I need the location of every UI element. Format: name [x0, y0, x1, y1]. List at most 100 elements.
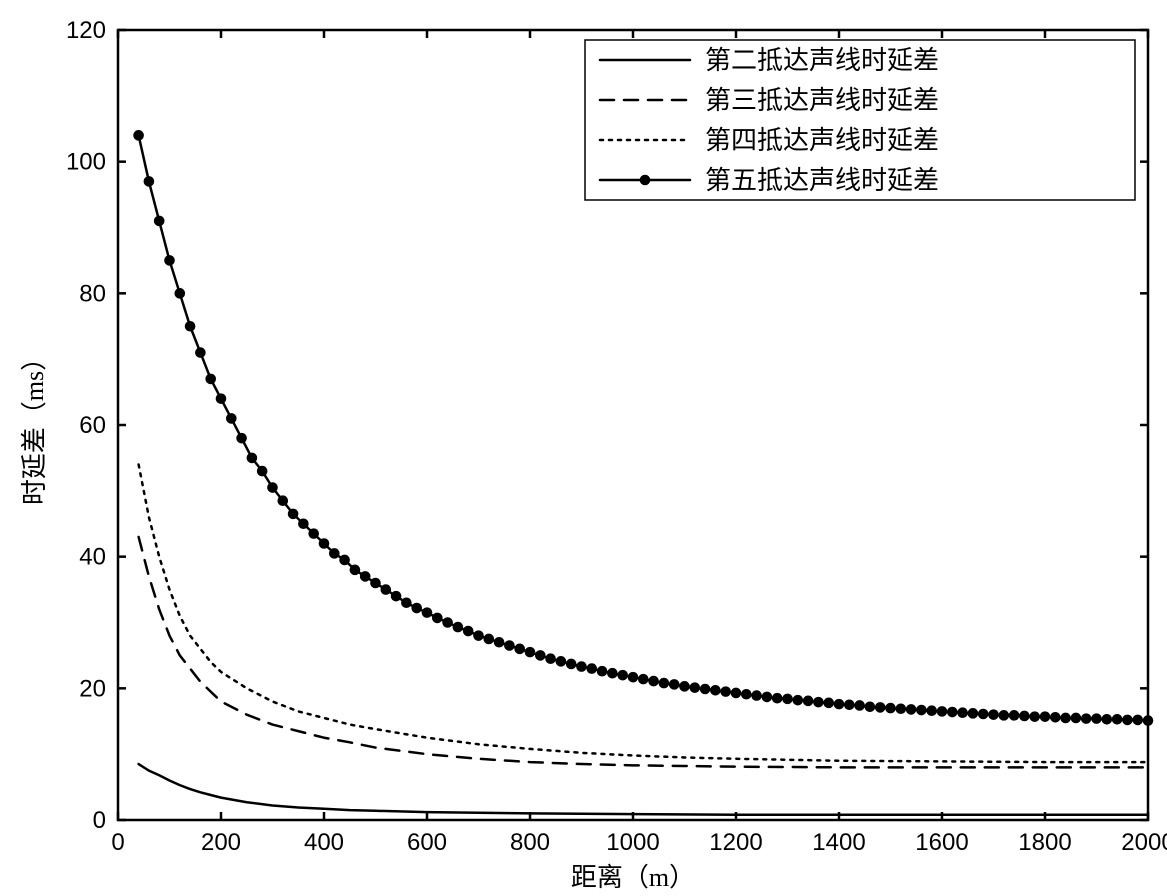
series-marker-3	[711, 686, 721, 696]
y-tick-label: 20	[79, 675, 106, 702]
series-marker-3	[360, 572, 370, 582]
series-marker-3	[237, 433, 247, 443]
series-marker-3	[906, 705, 916, 715]
series-marker-3	[309, 529, 319, 539]
series-marker-3	[566, 659, 576, 669]
series-0	[139, 764, 1148, 815]
series-marker-3	[319, 539, 329, 549]
y-tick-label: 40	[79, 544, 106, 571]
series-marker-3	[608, 668, 618, 678]
series-marker-3	[1112, 714, 1122, 724]
series-marker-3	[350, 565, 360, 575]
series-marker-3	[474, 631, 484, 641]
y-tick-label: 100	[66, 149, 106, 176]
series-marker-3	[958, 708, 968, 718]
series-marker-3	[793, 695, 803, 705]
series-marker-3	[814, 697, 824, 707]
series-marker-3	[803, 696, 813, 706]
series-marker-3	[330, 549, 340, 559]
series-1	[139, 537, 1148, 767]
x-tick-label: 1600	[915, 829, 968, 856]
series-marker-3	[824, 698, 834, 708]
series-marker-3	[546, 654, 556, 664]
series-marker-3	[463, 626, 473, 636]
series-marker-3	[196, 348, 206, 358]
series-marker-3	[917, 705, 927, 715]
x-tick-label: 1800	[1018, 829, 1071, 856]
series-marker-3	[433, 613, 443, 623]
series-marker-3	[1030, 712, 1040, 722]
series-line-0	[139, 764, 1148, 815]
series-marker-3	[1102, 714, 1112, 724]
series-marker-3	[268, 483, 278, 493]
series-marker-3	[875, 703, 885, 713]
series-marker-3	[618, 670, 628, 680]
series-marker-3	[412, 603, 422, 613]
series-marker-3	[1143, 716, 1153, 726]
series-marker-3	[206, 374, 216, 384]
series-marker-3	[484, 634, 494, 644]
series-marker-3	[505, 641, 515, 651]
series-marker-3	[886, 703, 896, 713]
series-marker-3	[968, 709, 978, 719]
legend: 第二抵达声线时延差第三抵达声线时延差第四抵达声线时延差第五抵达声线时延差	[585, 40, 1135, 200]
series-marker-3	[1123, 715, 1133, 725]
x-tick-label: 800	[510, 829, 550, 856]
series-marker-3	[185, 321, 195, 331]
series-marker-3	[597, 666, 607, 676]
series-marker-3	[371, 578, 381, 588]
series-marker-3	[257, 466, 267, 476]
series-marker-3	[422, 608, 432, 618]
series-marker-3	[700, 684, 710, 694]
series-marker-3	[845, 700, 855, 710]
x-axis-label: 距离（m）	[571, 863, 695, 892]
series-3	[134, 131, 1153, 726]
series-marker-3	[453, 622, 463, 632]
series-marker-3	[536, 651, 546, 661]
series-marker-3	[999, 711, 1009, 721]
series-marker-3	[948, 707, 958, 717]
series-marker-3	[165, 256, 175, 266]
series-marker-3	[587, 664, 597, 674]
series-marker-3	[1133, 715, 1143, 725]
series-marker-3	[639, 674, 649, 684]
x-tick-label: 1200	[709, 829, 762, 856]
legend-label: 第三抵达声线时延差	[705, 86, 939, 115]
series-marker-3	[978, 709, 988, 719]
series-marker-3	[742, 689, 752, 699]
y-tick-label: 60	[79, 412, 106, 439]
series-marker-3	[381, 585, 391, 595]
series-marker-3	[1061, 713, 1071, 723]
series-marker-3	[855, 701, 865, 711]
series-marker-3	[1020, 711, 1030, 721]
series-marker-3	[659, 678, 669, 688]
series-marker-3	[783, 694, 793, 704]
series-marker-3	[227, 414, 237, 424]
series-marker-3	[772, 693, 782, 703]
y-tick-label: 0	[93, 807, 106, 834]
series-marker-3	[443, 618, 453, 628]
series-marker-3	[1071, 713, 1081, 723]
series-marker-3	[1081, 714, 1091, 724]
series-marker-3	[391, 591, 401, 601]
series-marker-3	[278, 496, 288, 506]
series-line-1	[139, 537, 1148, 767]
y-tick-label: 80	[79, 280, 106, 307]
series-marker-3	[669, 680, 679, 690]
series-line-3	[139, 135, 1148, 720]
series-marker-3	[927, 706, 937, 716]
series-marker-3	[690, 683, 700, 693]
series-marker-3	[144, 177, 154, 187]
legend-label: 第五抵达声线时延差	[705, 166, 939, 195]
series-marker-3	[865, 702, 875, 712]
series-marker-3	[1092, 714, 1102, 724]
series-marker-3	[134, 131, 144, 141]
series-marker-3	[1051, 713, 1061, 723]
series-marker-3	[577, 662, 587, 672]
series-marker-3	[247, 453, 257, 463]
series-marker-3	[525, 647, 535, 657]
x-tick-label: 0	[111, 829, 124, 856]
chart-svg: 0200400600800100012001400160018002000020…	[0, 0, 1167, 896]
y-axis-label: 时延差（ms）	[20, 345, 49, 505]
series-marker-3	[731, 688, 741, 698]
